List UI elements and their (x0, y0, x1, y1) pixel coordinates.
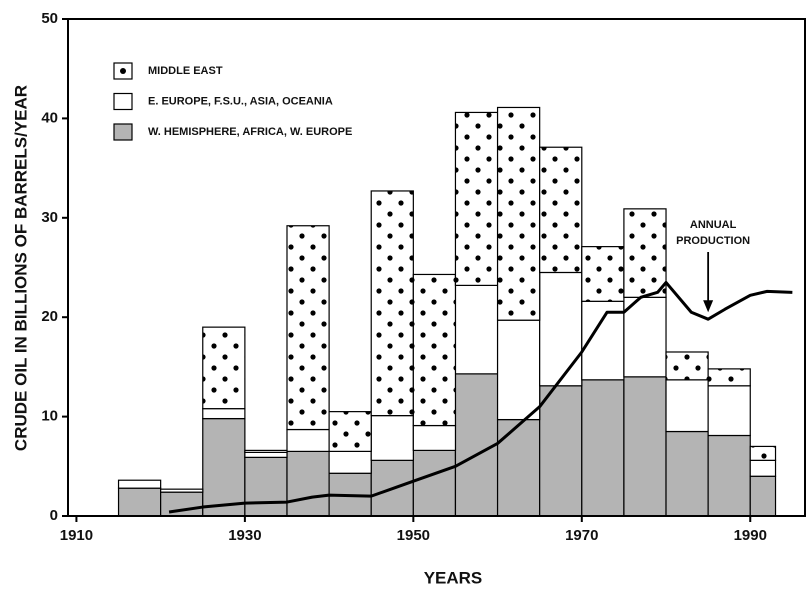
bar-segment (328, 411, 372, 452)
bar-segment (581, 379, 625, 517)
y-tick-label: 10 (41, 408, 58, 425)
legend-label: W. HEMISPHERE, AFRICA, W. EUROPE (148, 126, 352, 138)
legend-swatch (113, 123, 133, 141)
bar-segment (539, 271, 583, 387)
bar-segment (286, 450, 330, 517)
bar-segment (496, 106, 541, 321)
x-tick-label: 1910 (60, 527, 93, 544)
bar-segment (160, 491, 204, 517)
bar-segment (454, 284, 499, 375)
bar-segment (117, 487, 162, 517)
bar-segment (202, 417, 246, 517)
bar-segment (623, 208, 667, 298)
bar-segment (749, 459, 777, 477)
y-tick-label: 20 (41, 308, 58, 325)
bar-segment (412, 424, 457, 451)
production-line (168, 280, 793, 514)
bar-segment (539, 385, 583, 517)
bar-segment (496, 418, 541, 517)
y-tick-label: 30 (41, 209, 58, 226)
annotation-text: ANNUAL (690, 219, 737, 231)
bar-segment (749, 475, 777, 517)
bar-segment (707, 385, 751, 437)
y-tick-label: 0 (50, 507, 58, 524)
bar-segment (454, 111, 499, 286)
x-tick-label: 1930 (228, 527, 261, 544)
annotation-arrowhead (703, 300, 714, 313)
bar-segment (707, 434, 751, 517)
legend-swatch (113, 92, 133, 111)
y-tick-label: 50 (41, 10, 58, 27)
bar-segment (749, 445, 777, 461)
bar-segment (244, 449, 288, 453)
bar-segment (623, 296, 667, 378)
bar-segment (412, 449, 457, 517)
legend-label: E. EUROPE, F.S.U., ASIA, OCEANIA (148, 95, 333, 107)
bar-segment (244, 451, 288, 458)
bar-segment (454, 373, 499, 517)
bar-segment (202, 326, 246, 410)
x-axis-label: YEARS (424, 568, 483, 587)
bar-segment (117, 479, 162, 489)
bar-segment (623, 376, 667, 517)
bar-segment (244, 456, 288, 517)
bar-segment (496, 319, 541, 421)
legend-label: MIDDLE EAST (148, 65, 223, 77)
bar-segment (665, 379, 709, 433)
bar-segment (707, 368, 751, 387)
bar-segment (665, 351, 709, 381)
y-axis-label: CRUDE OIL IN BILLIONS OF BARRELS/YEAR (11, 85, 30, 451)
bar-segment (286, 225, 330, 431)
bar-segment (581, 246, 625, 302)
bar-segment (286, 428, 330, 452)
annotation-text: PRODUCTION (676, 235, 750, 247)
bar-segment (160, 488, 204, 493)
y-tick-label: 40 (41, 109, 58, 126)
x-tick-label: 1950 (397, 527, 430, 544)
bar-segment (202, 408, 246, 420)
bar-segment (370, 190, 414, 417)
bar-segment (665, 430, 709, 517)
x-tick-label: 1990 (734, 527, 767, 544)
bar-segment (370, 415, 414, 461)
plot-frame (67, 18, 806, 517)
bar-segment (412, 273, 457, 427)
bar-segment (539, 146, 583, 274)
x-tick-label: 1970 (565, 527, 598, 544)
bar-segment (328, 450, 372, 474)
legend-dot (120, 68, 126, 74)
